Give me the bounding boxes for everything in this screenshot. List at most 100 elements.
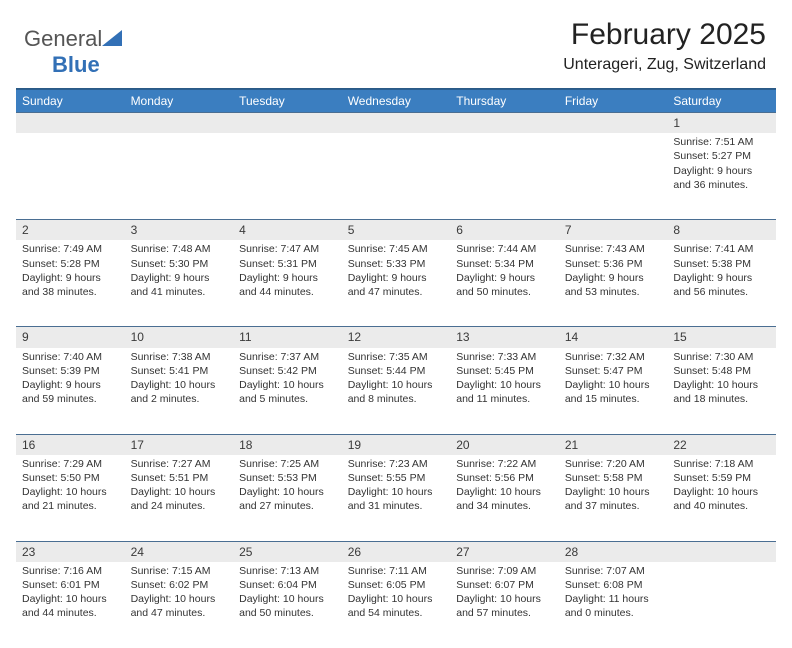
day-cell-content: Sunrise: 7:41 AMSunset: 5:38 PMDaylight:… xyxy=(673,240,770,299)
daynum-cell: 26 xyxy=(342,541,451,562)
day-number: 4 xyxy=(233,219,342,240)
day-info-line: Daylight: 9 hours and 38 minutes. xyxy=(22,271,119,299)
day-info-line: Sunrise: 7:22 AM xyxy=(456,457,553,471)
daynum-cell xyxy=(450,112,559,133)
day-cell: Sunrise: 7:16 AMSunset: 6:01 PMDaylight:… xyxy=(16,562,125,648)
day-info-line: Daylight: 10 hours and 18 minutes. xyxy=(673,378,770,406)
day-cell: Sunrise: 7:15 AMSunset: 6:02 PMDaylight:… xyxy=(125,562,234,648)
day-number: 2 xyxy=(16,219,125,240)
day-cell: Sunrise: 7:40 AMSunset: 5:39 PMDaylight:… xyxy=(16,348,125,434)
day-info-line: Daylight: 9 hours and 47 minutes. xyxy=(348,271,445,299)
day-info-line: Sunset: 5:58 PM xyxy=(565,471,662,485)
daynum-cell: 23 xyxy=(16,541,125,562)
day-cell: Sunrise: 7:07 AMSunset: 6:08 PMDaylight:… xyxy=(559,562,668,648)
day-cell-content xyxy=(131,133,228,135)
day-info-line: Sunrise: 7:27 AM xyxy=(131,457,228,471)
day-cell xyxy=(125,133,234,219)
day-cell: Sunrise: 7:33 AMSunset: 5:45 PMDaylight:… xyxy=(450,348,559,434)
day-info-line: Sunset: 5:56 PM xyxy=(456,471,553,485)
day-cell: Sunrise: 7:30 AMSunset: 5:48 PMDaylight:… xyxy=(667,348,776,434)
day-cell: Sunrise: 7:18 AMSunset: 5:59 PMDaylight:… xyxy=(667,455,776,541)
day-info-line: Sunset: 5:42 PM xyxy=(239,364,336,378)
daynum-cell: 27 xyxy=(450,541,559,562)
day-cell-content xyxy=(239,133,336,135)
day-cell: Sunrise: 7:27 AMSunset: 5:51 PMDaylight:… xyxy=(125,455,234,541)
day-number: 15 xyxy=(667,326,776,347)
day-cell-content: Sunrise: 7:33 AMSunset: 5:45 PMDaylight:… xyxy=(456,348,553,407)
day-number: 20 xyxy=(450,434,559,455)
day-info-line: Daylight: 10 hours and 2 minutes. xyxy=(131,378,228,406)
day-info-line: Sunrise: 7:32 AM xyxy=(565,350,662,364)
day-cell: Sunrise: 7:09 AMSunset: 6:07 PMDaylight:… xyxy=(450,562,559,648)
day-cell: Sunrise: 7:49 AMSunset: 5:28 PMDaylight:… xyxy=(16,240,125,326)
day-header: Sunday xyxy=(16,90,125,113)
day-info-line: Sunrise: 7:45 AM xyxy=(348,242,445,256)
day-cell-content: Sunrise: 7:37 AMSunset: 5:42 PMDaylight:… xyxy=(239,348,336,407)
day-number: 6 xyxy=(450,219,559,240)
day-cell xyxy=(342,133,451,219)
daynum-cell: 21 xyxy=(559,434,668,455)
day-cell-content: Sunrise: 7:30 AMSunset: 5:48 PMDaylight:… xyxy=(673,348,770,407)
day-cell-content: Sunrise: 7:40 AMSunset: 5:39 PMDaylight:… xyxy=(22,348,119,407)
daynum-cell: 10 xyxy=(125,326,234,347)
day-info-line: Sunrise: 7:23 AM xyxy=(348,457,445,471)
day-cell: Sunrise: 7:45 AMSunset: 5:33 PMDaylight:… xyxy=(342,240,451,326)
day-number: 7 xyxy=(559,219,668,240)
day-info-line: Sunrise: 7:33 AM xyxy=(456,350,553,364)
day-cell-content xyxy=(565,133,662,135)
day-number xyxy=(16,112,125,133)
daynum-cell: 6 xyxy=(450,219,559,240)
logo-text: General Blue xyxy=(24,26,122,78)
day-info-line: Sunrise: 7:38 AM xyxy=(131,350,228,364)
day-info-line: Sunrise: 7:41 AM xyxy=(673,242,770,256)
day-info-line: Daylight: 10 hours and 31 minutes. xyxy=(348,485,445,513)
day-cell-content: Sunrise: 7:47 AMSunset: 5:31 PMDaylight:… xyxy=(239,240,336,299)
day-number: 1 xyxy=(667,112,776,133)
day-number: 25 xyxy=(233,541,342,562)
day-info-line: Daylight: 10 hours and 8 minutes. xyxy=(348,378,445,406)
day-cell-content: Sunrise: 7:27 AMSunset: 5:51 PMDaylight:… xyxy=(131,455,228,514)
day-info-line: Daylight: 10 hours and 21 minutes. xyxy=(22,485,119,513)
day-info-line: Sunrise: 7:13 AM xyxy=(239,564,336,578)
triangle-icon xyxy=(102,26,122,52)
day-info-line: Daylight: 10 hours and 24 minutes. xyxy=(131,485,228,513)
day-number: 3 xyxy=(125,219,234,240)
day-info-line: Sunset: 6:08 PM xyxy=(565,578,662,592)
day-number: 17 xyxy=(125,434,234,455)
daynum-cell: 25 xyxy=(233,541,342,562)
daynum-cell: 28 xyxy=(559,541,668,562)
daynum-cell: 15 xyxy=(667,326,776,347)
page-title: February 2025 xyxy=(563,18,766,52)
daynum-cell: 12 xyxy=(342,326,451,347)
day-cell: Sunrise: 7:25 AMSunset: 5:53 PMDaylight:… xyxy=(233,455,342,541)
day-number: 18 xyxy=(233,434,342,455)
day-cell-content: Sunrise: 7:25 AMSunset: 5:53 PMDaylight:… xyxy=(239,455,336,514)
day-header: Saturday xyxy=(667,90,776,113)
day-info-line: Sunrise: 7:25 AM xyxy=(239,457,336,471)
day-info-line: Sunrise: 7:37 AM xyxy=(239,350,336,364)
day-info-line: Sunrise: 7:16 AM xyxy=(22,564,119,578)
daynum-cell: 9 xyxy=(16,326,125,347)
day-info-line: Daylight: 10 hours and 44 minutes. xyxy=(22,592,119,620)
day-cell: Sunrise: 7:38 AMSunset: 5:41 PMDaylight:… xyxy=(125,348,234,434)
day-info-line: Sunrise: 7:40 AM xyxy=(22,350,119,364)
day-number: 26 xyxy=(342,541,451,562)
day-info-line: Sunrise: 7:48 AM xyxy=(131,242,228,256)
day-cell: Sunrise: 7:37 AMSunset: 5:42 PMDaylight:… xyxy=(233,348,342,434)
day-cell-content: Sunrise: 7:18 AMSunset: 5:59 PMDaylight:… xyxy=(673,455,770,514)
day-number: 28 xyxy=(559,541,668,562)
day-info-line: Sunset: 5:41 PM xyxy=(131,364,228,378)
daynum-cell xyxy=(667,541,776,562)
day-number xyxy=(233,112,342,133)
daynum-row: 232425262728 xyxy=(16,541,776,562)
content-row: Sunrise: 7:40 AMSunset: 5:39 PMDaylight:… xyxy=(16,348,776,434)
day-number: 11 xyxy=(233,326,342,347)
day-info-line: Sunset: 6:01 PM xyxy=(22,578,119,592)
day-info-line: Sunset: 6:07 PM xyxy=(456,578,553,592)
daynum-cell: 11 xyxy=(233,326,342,347)
day-number xyxy=(342,112,451,133)
day-info-line: Daylight: 10 hours and 27 minutes. xyxy=(239,485,336,513)
day-number: 24 xyxy=(125,541,234,562)
day-info-line: Sunrise: 7:35 AM xyxy=(348,350,445,364)
day-number: 23 xyxy=(16,541,125,562)
